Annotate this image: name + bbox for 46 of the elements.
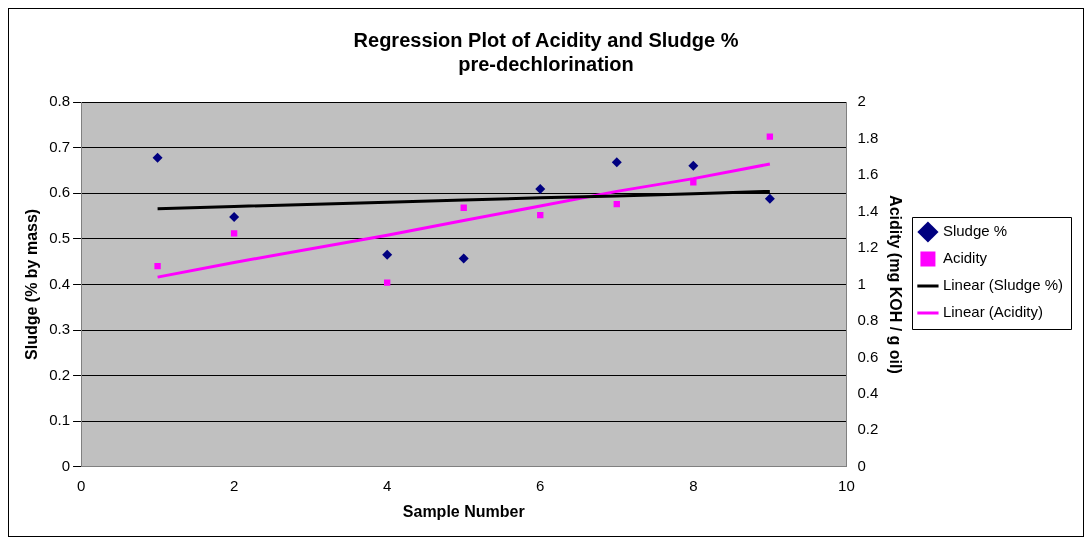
x-axis-title: Sample Number [402, 502, 525, 520]
y2-tick-label: 2 [857, 92, 866, 110]
y2-tick-label: 1.8 [857, 128, 879, 146]
y2-tick-label: 1.2 [857, 238, 879, 256]
point [688, 160, 699, 171]
y2-tick-label: 1 [857, 274, 866, 292]
point [382, 249, 393, 260]
y-tick-label: 0.6 [49, 183, 71, 201]
legend-label: Linear (Sludge %) [942, 276, 1064, 294]
x-tick-label: 0 [76, 476, 86, 494]
y2-tick-label: 1.4 [857, 201, 879, 219]
x-tick-label: 10 [838, 476, 855, 494]
y2-tick-label: 0.8 [857, 311, 879, 329]
y2-axis-title: Acidity (mg KOH / g oil) [887, 195, 905, 374]
point [764, 193, 775, 204]
x-tick-label: 2 [229, 476, 239, 494]
y-tick-label: 0.8 [49, 92, 71, 110]
y2-tick-label: 1.6 [857, 165, 879, 183]
legend-label: Acidity [942, 249, 988, 267]
y-axis-title: Sludge (% by mass) [23, 208, 41, 360]
chart-title: Regression Plot of Acidity and Sludge % pre-dechlorination [353, 28, 739, 75]
point [458, 253, 469, 264]
y2-tick-label: 0.6 [857, 347, 879, 365]
y2-tick-label: 0 [857, 456, 866, 474]
y-tick-label: 0.7 [49, 137, 71, 155]
legend-label: Sludge % [942, 222, 1008, 240]
y-tick-label: 0.2 [49, 365, 71, 383]
point [384, 279, 391, 286]
point [152, 152, 163, 163]
legend-label: Linear (Acidity) [942, 303, 1043, 321]
point [535, 184, 546, 195]
point [229, 211, 240, 222]
y2-tick-label: 0.4 [857, 383, 879, 401]
y-tick-label: 0.5 [49, 228, 71, 246]
point [154, 262, 161, 270]
y-tick-label: 0.1 [49, 411, 71, 429]
point [766, 133, 774, 140]
y2-tick-label: 0.2 [857, 420, 879, 438]
point [611, 157, 622, 168]
y-tick-label: 0 [61, 456, 71, 474]
y-tick-label: 0.3 [49, 320, 71, 338]
point [230, 230, 238, 237]
y-tick-label: 0.4 [49, 274, 71, 292]
x-tick-label: 4 [383, 476, 392, 494]
x-tick-label: 8 [689, 476, 698, 494]
x-tick-label: 6 [536, 476, 545, 494]
